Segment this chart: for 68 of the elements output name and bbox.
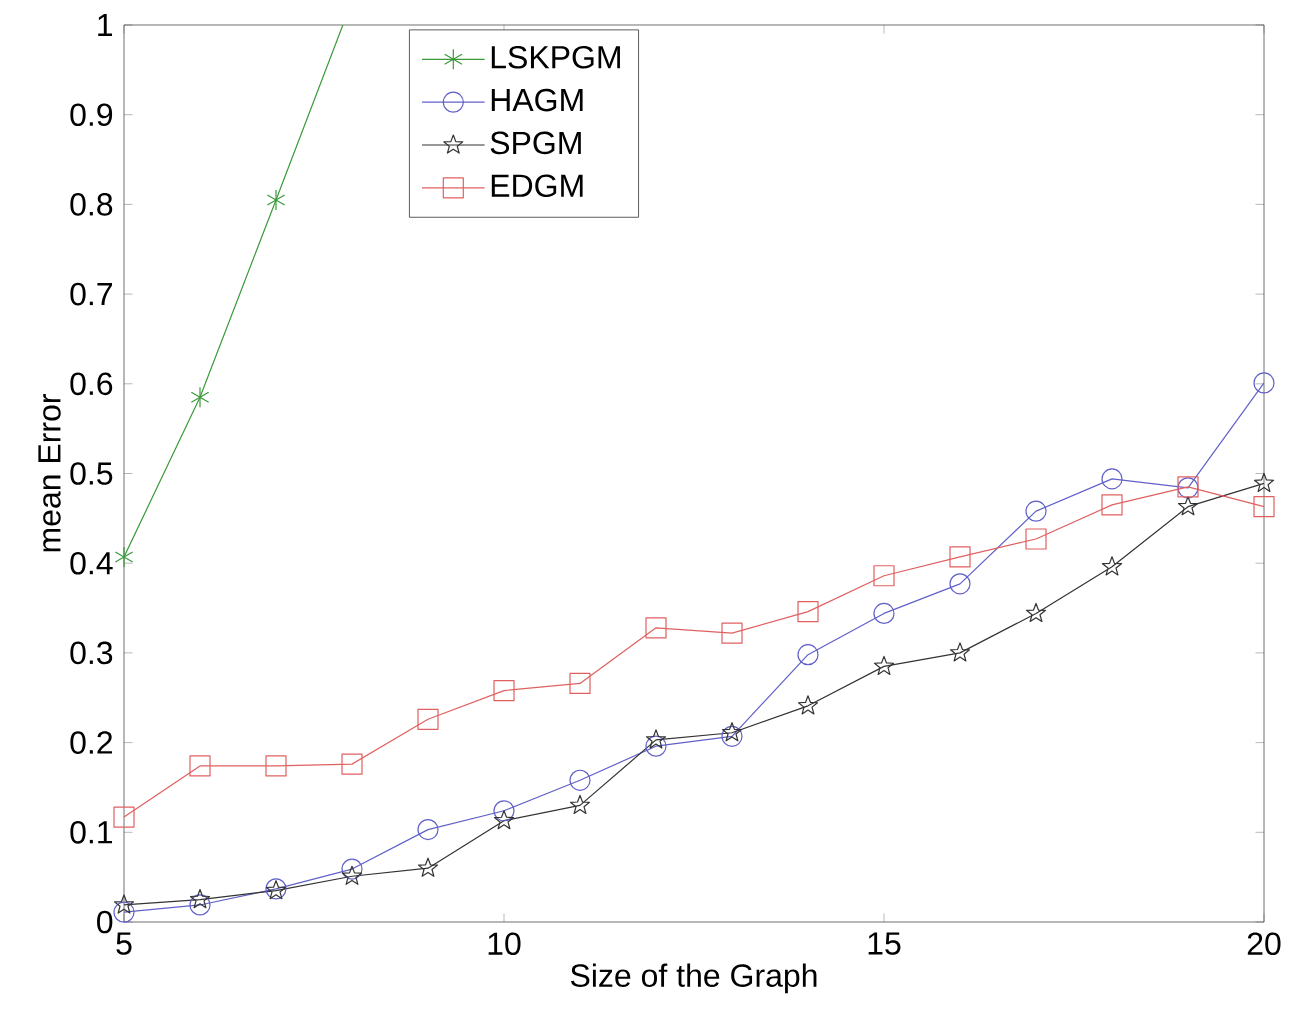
point	[341, 753, 363, 775]
point	[189, 888, 211, 909]
point	[417, 819, 439, 841]
point	[1025, 528, 1047, 550]
point	[797, 695, 819, 715]
point	[266, 189, 286, 211]
point	[1025, 602, 1047, 623]
point	[493, 810, 515, 830]
point	[1101, 468, 1123, 490]
x-tick-label: 5	[116, 932, 132, 955]
point	[114, 546, 134, 568]
point	[949, 642, 971, 662]
x-tick-label: 10	[488, 932, 521, 956]
point	[645, 617, 667, 639]
point	[645, 729, 667, 749]
point	[797, 601, 819, 623]
y-tick-label: 0	[97, 910, 113, 934]
point	[417, 708, 439, 730]
point	[493, 679, 515, 702]
point	[1101, 494, 1123, 516]
point	[949, 546, 971, 568]
point	[189, 894, 211, 916]
y-axis-title: mean Error	[38, 394, 61, 552]
point	[113, 894, 135, 914]
point	[873, 655, 895, 676]
point	[721, 722, 743, 742]
y-tick-label: 0.4	[70, 551, 113, 575]
point	[341, 858, 363, 880]
point	[721, 622, 743, 644]
legend-label: SPGM	[490, 131, 581, 155]
y-tick-label: 0.2	[70, 731, 112, 754]
point	[1253, 496, 1275, 518]
point	[190, 386, 210, 408]
point	[797, 644, 819, 666]
point	[417, 857, 439, 877]
y-tick-label: 0.1	[70, 820, 113, 844]
y-tick-label: 0.5	[70, 462, 113, 485]
point	[189, 755, 211, 777]
point	[949, 573, 971, 595]
point	[1253, 472, 1275, 493]
point	[1177, 496, 1199, 516]
point	[1253, 372, 1275, 394]
y-tick-label: 0.9	[70, 103, 113, 127]
y-tick-label: 0.7	[70, 282, 112, 306]
point	[265, 755, 287, 777]
point	[341, 865, 363, 885]
x-tick-label: 15	[868, 932, 901, 955]
point	[113, 901, 135, 923]
point	[113, 806, 135, 828]
point	[873, 602, 895, 625]
legend-label: HAGM	[491, 88, 583, 112]
point	[569, 672, 591, 694]
y-tick-label: 0.6	[70, 372, 113, 396]
y-tick-label: 1	[98, 13, 113, 36]
point	[721, 725, 743, 747]
point	[645, 735, 667, 757]
x-axis-title: Size of the Graph	[570, 963, 817, 994]
point	[569, 769, 591, 791]
point	[493, 800, 515, 822]
legend-label: LSKPGM	[491, 45, 620, 69]
x-tick-label: 20	[1247, 932, 1281, 956]
legend-label: EDGM	[491, 174, 583, 198]
point	[1025, 500, 1047, 522]
y-tick-label: 0.3	[70, 641, 113, 665]
point	[873, 565, 895, 587]
y-tick-label: 0.8	[70, 193, 113, 216]
point	[1101, 556, 1123, 576]
point	[569, 794, 591, 815]
